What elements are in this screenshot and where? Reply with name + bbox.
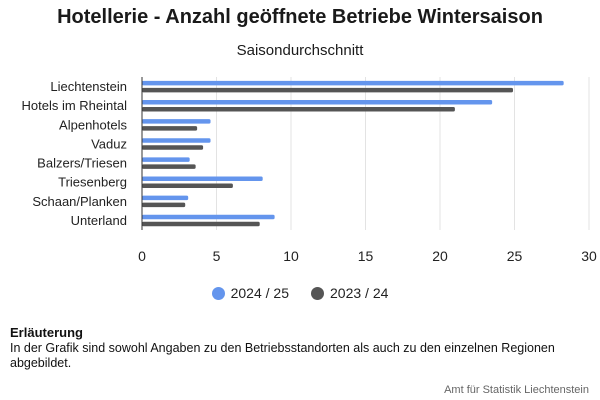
- x-tick-labels: 0 5 10 15 20 25 30: [138, 248, 597, 264]
- bar-2024-25[interactable]: [142, 99, 493, 105]
- bar-2023-24[interactable]: [142, 183, 233, 188]
- category-label: Balzers/Triesen: [37, 156, 127, 171]
- x-tick-label: 30: [581, 248, 597, 264]
- x-tick-label: 5: [213, 248, 221, 264]
- bar-2023-24[interactable]: [142, 106, 455, 112]
- bar-2023-24[interactable]: [142, 221, 260, 227]
- bar-2023-24[interactable]: [142, 202, 186, 208]
- category-label: Unterland: [71, 213, 127, 228]
- category-label: Triesenberg: [58, 175, 127, 190]
- bar-2024-25[interactable]: [142, 195, 189, 201]
- bar-2024-25[interactable]: [142, 138, 211, 143]
- bar-2024-25[interactable]: [142, 176, 263, 181]
- category-label: Alpenhotels: [59, 117, 127, 132]
- x-tick-label: 10: [283, 248, 299, 264]
- x-tick-label: 25: [507, 248, 523, 264]
- x-tick-label: 0: [138, 248, 146, 264]
- category-label: Schaan/Planken: [32, 194, 127, 209]
- category-label: Hotels im Rheintal: [22, 98, 128, 113]
- bars: [142, 80, 564, 227]
- bar-2024-25[interactable]: [142, 119, 211, 124]
- bar-2023-24[interactable]: [142, 126, 198, 131]
- legend-label-2023-24: 2023 / 24: [330, 285, 389, 301]
- legend-label-2024-25: 2024 / 25: [230, 285, 289, 301]
- chart-title: Hotellerie - Anzahl geöffnete Betriebe W…: [57, 6, 543, 28]
- category-label: Vaduz: [91, 136, 127, 151]
- legend: 2024 / 25 2023 / 24: [0, 285, 600, 301]
- note-text: In der Grafik sind sowohl Angaben zu den…: [10, 341, 555, 370]
- category-label: Liechtenstein: [50, 79, 127, 94]
- bar-2024-25[interactable]: [142, 80, 564, 86]
- bar-2023-24[interactable]: [142, 164, 196, 169]
- category-labels: Liechtenstein Hotels im Rheintal Alpenhote…: [22, 79, 128, 228]
- note-heading: Erläuterung: [10, 325, 83, 340]
- bar-chart: Liechtenstein Hotels im Rheintal Alpenhote…: [22, 77, 597, 264]
- legend-item-2024-25[interactable]: 2024 / 25: [211, 285, 289, 301]
- bar-2024-25[interactable]: [142, 157, 190, 162]
- bar-2023-24[interactable]: [142, 145, 204, 150]
- source-credit: Amt für Statistik Liechtenstein: [444, 384, 589, 396]
- legend-swatch-2023-24: [311, 286, 324, 300]
- bar-2023-24[interactable]: [142, 87, 514, 93]
- chart-subtitle: Saisondurchschnitt: [236, 42, 364, 59]
- bar-2024-25[interactable]: [142, 214, 275, 220]
- x-tick-label: 20: [432, 248, 448, 264]
- legend-item-2023-24[interactable]: 2023 / 24: [311, 285, 388, 301]
- legend-swatch-2024-25: [211, 286, 225, 300]
- x-tick-label: 15: [358, 248, 374, 264]
